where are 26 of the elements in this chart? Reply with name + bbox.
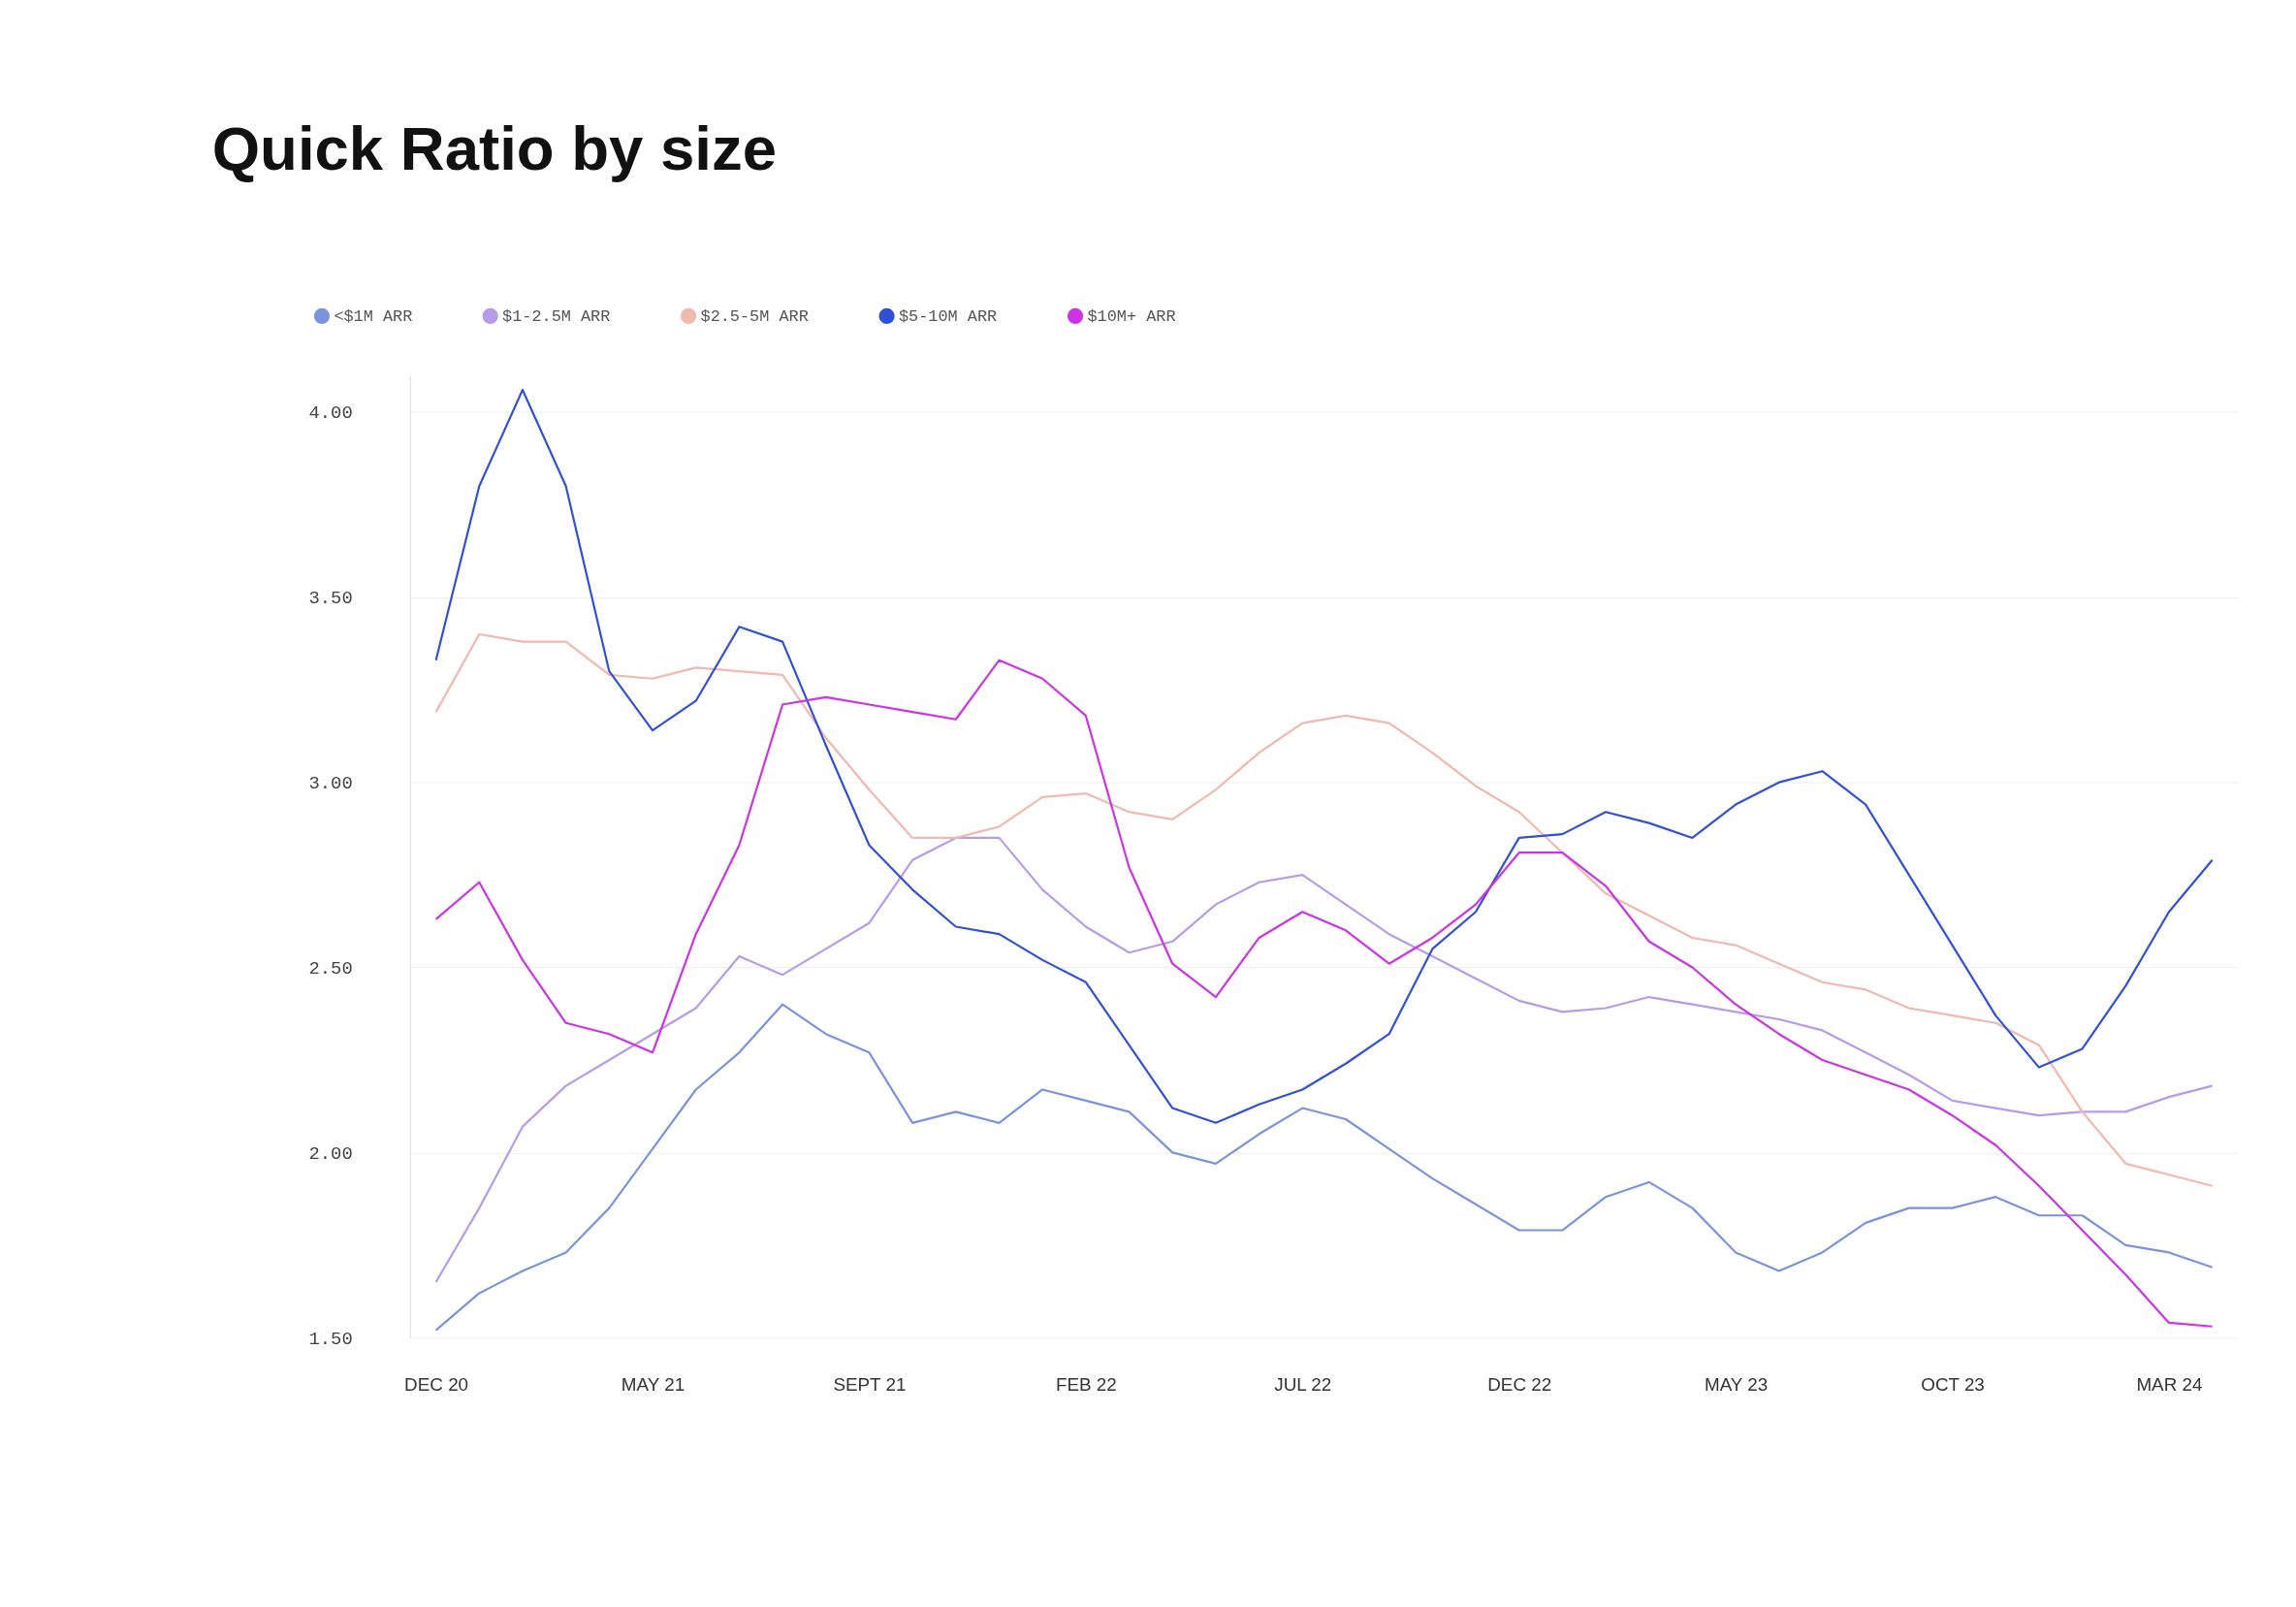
x-tick-label: MAY 21: [621, 1374, 686, 1396]
line-series: [434, 659, 2214, 1328]
x-tick-label: MAY 23: [1704, 1374, 1769, 1396]
legend-label: $5-10M ARR: [898, 306, 998, 326]
x-tick-label: FEB 22: [1055, 1374, 1117, 1396]
x-tick-label: DEC 22: [1487, 1374, 1552, 1396]
legend-label: $1-2.5M ARR: [502, 306, 611, 326]
legend-label: <$1M ARR: [334, 306, 413, 326]
x-tick-label: DEC 20: [404, 1374, 469, 1396]
y-tick-label: 2.50: [308, 957, 353, 980]
x-tick-label: OCT 23: [1921, 1374, 1985, 1396]
x-tick-label: JUL 22: [1274, 1374, 1332, 1396]
line-series: [434, 1003, 2214, 1332]
y-tick-label: 1.50: [308, 1328, 353, 1350]
y-tick-label: 3.50: [308, 588, 353, 610]
legend-label: $2.5-5M ARR: [700, 306, 809, 326]
line-series: [434, 632, 2214, 1187]
legend-label: $10M+ ARR: [1087, 306, 1176, 326]
line-series: [434, 388, 2214, 1124]
y-tick-label: 4.00: [308, 402, 353, 425]
x-tick-label: SEPT 21: [833, 1374, 907, 1396]
line-series: [434, 836, 2214, 1284]
y-tick-label: 2.00: [308, 1142, 353, 1165]
x-tick-label: MAR 24: [2136, 1374, 2203, 1396]
chart-title: Quick Ratio by size: [211, 114, 777, 183]
y-tick-label: 3.00: [308, 773, 353, 795]
